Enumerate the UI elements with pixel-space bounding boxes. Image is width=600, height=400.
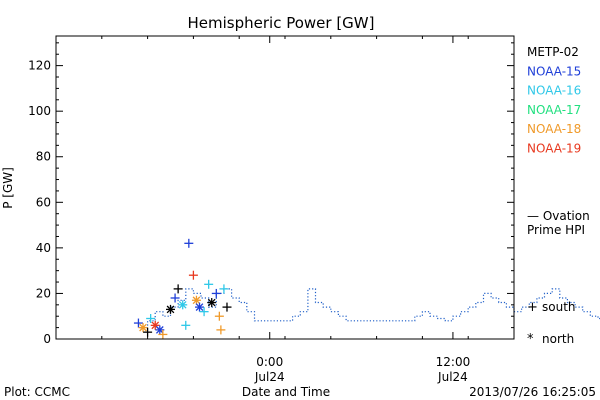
- legend-entry: NOAA-18: [527, 122, 581, 136]
- data-point: [219, 284, 229, 294]
- data-point: [181, 320, 191, 330]
- y-tick-label: 40: [36, 241, 51, 255]
- data-point: [138, 323, 148, 333]
- legend-entry: NOAA-17: [527, 103, 581, 117]
- data-point: [222, 302, 232, 312]
- y-tick-label: 20: [36, 286, 51, 300]
- data-point: [214, 311, 224, 321]
- y-tick-label: 120: [28, 59, 51, 73]
- data-point: [143, 327, 153, 337]
- chart-title: Hemispheric Power [GW]: [188, 14, 375, 32]
- y-tick-label: 60: [36, 195, 51, 209]
- x-tick-date: Jul24: [254, 370, 285, 384]
- data-point: [204, 279, 214, 289]
- data-point: [155, 325, 165, 335]
- south-marker-symbol: +: [527, 300, 538, 315]
- data-point: [166, 304, 175, 314]
- data-point: [170, 293, 180, 303]
- y-tick-label: 0: [43, 332, 51, 346]
- legend: METP-02 NOAA-15 NOAA-16 NOAA-17 NOAA-18 NOAA-…: [527, 45, 581, 156]
- ovation-legend-line2: Prime HPI: [527, 223, 585, 237]
- data-point: [184, 238, 194, 248]
- data-point: [146, 313, 156, 323]
- legend-entry: METP-02: [527, 45, 579, 59]
- ovation-legend-line1: — Ovation: [527, 209, 590, 223]
- x-axis-label: Date and Time: [242, 385, 330, 399]
- north-marker-symbol: *: [527, 332, 534, 347]
- y-tick-label: 100: [28, 104, 51, 118]
- data-points: [133, 238, 232, 339]
- y-tick-label: 80: [36, 150, 51, 164]
- plot-axes: 0204060801001200:00Jul2412:00Jul240:00Ju…: [28, 35, 515, 384]
- legend-entry: NOAA-15: [527, 64, 581, 78]
- south-marker-label: south: [542, 300, 576, 314]
- data-point: [195, 302, 205, 312]
- data-point: [199, 307, 209, 317]
- data-point: [188, 270, 198, 280]
- data-point: [173, 284, 183, 294]
- data-point: [178, 300, 188, 310]
- data-point: [207, 298, 217, 308]
- plot-credit: Plot: CCMC: [4, 385, 70, 399]
- legend-entry: NOAA-16: [527, 84, 581, 98]
- data-point: [133, 318, 143, 328]
- plot-frame: [55, 35, 515, 340]
- north-marker-label: north: [542, 332, 574, 346]
- x-tick-time: 0:00: [256, 355, 283, 369]
- data-point: [158, 329, 168, 339]
- y-axis-label: P [GW]: [1, 167, 15, 209]
- data-point: [191, 295, 201, 305]
- x-tick-date: Jul24: [437, 370, 468, 384]
- legend-entry: NOAA-19: [527, 142, 581, 156]
- data-point: [211, 288, 221, 298]
- x-tick-time: 12:00: [436, 355, 471, 369]
- data-point: [216, 325, 226, 335]
- plot-timestamp: 2013/07/26 16:25:05: [469, 385, 596, 399]
